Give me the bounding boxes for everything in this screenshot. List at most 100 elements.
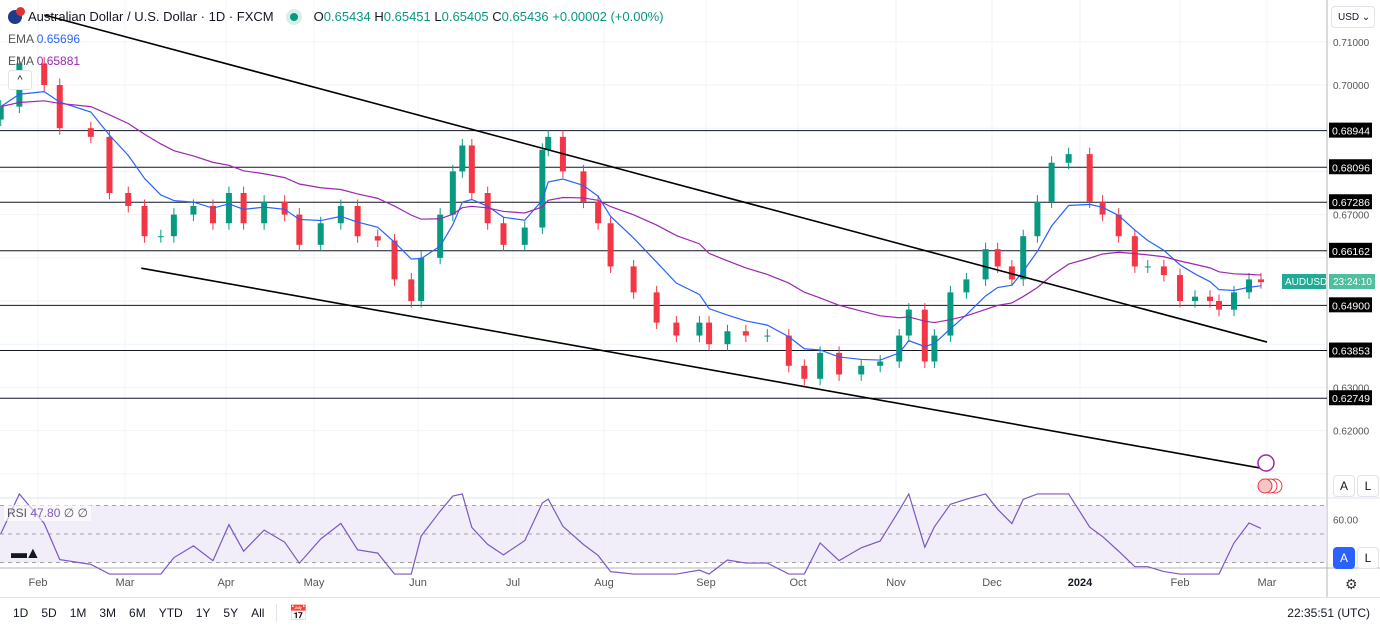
candle-body [836, 352, 843, 375]
level-price-tag [1329, 242, 1372, 258]
candle-body [921, 309, 928, 362]
rsi-auto-scale-button[interactable]: A [1333, 547, 1355, 569]
trend-line [44, 14, 1268, 343]
candle-body [545, 136, 552, 150]
currency-select[interactable]: USD ⌄ [1331, 6, 1375, 28]
price-chart[interactable]: 0.71000 0.70000 0.67000 0.63000 0.62000 Feb Ma… [0, 0, 1380, 597]
range-ytd[interactable]: YTD [158, 606, 183, 620]
range-5y[interactable]: 5Y [223, 606, 239, 620]
candle-body [1246, 279, 1252, 293]
candle [190, 199, 197, 222]
auto-scale-button[interactable]: A [1333, 475, 1355, 497]
candle-body [1207, 296, 1213, 301]
level-price-tag [1329, 390, 1372, 406]
candle [337, 199, 344, 230]
y-tick-label: 0.63000 [1333, 383, 1370, 394]
candle-body [1034, 201, 1041, 237]
candle [281, 195, 288, 222]
ema-slow-legend[interactable]: EMA 0.65881 [8, 54, 81, 68]
candle-body [1008, 266, 1015, 280]
candle-body [1216, 301, 1222, 310]
candle-body [982, 249, 989, 280]
x-tick-label: Mar [1258, 577, 1277, 589]
range-1m[interactable]: 1M [69, 606, 87, 620]
candle [408, 272, 415, 308]
candle-body [391, 240, 398, 280]
candle [858, 359, 865, 381]
candle-body [500, 223, 507, 245]
range-1d[interactable]: 1D [13, 606, 29, 620]
candle [437, 208, 444, 265]
candle [296, 208, 303, 252]
candle [673, 316, 680, 343]
candle-body [817, 352, 824, 379]
aud-usd-flag-icon [8, 6, 25, 24]
candle-body [673, 322, 680, 336]
candle [56, 78, 63, 135]
range-all[interactable]: All [251, 606, 265, 620]
clock[interactable]: 22:35:51 (UTC) [1287, 606, 1370, 620]
candle [449, 164, 456, 222]
candle [607, 216, 614, 273]
range-3m[interactable]: 3M [99, 606, 117, 620]
level-price-label: 0.64900 [1332, 300, 1370, 312]
candle-body [1192, 296, 1198, 301]
settings-icon[interactable]: ⚙ [1345, 576, 1358, 592]
ema-fast-legend[interactable]: EMA 0.65696 [8, 32, 81, 46]
level-price-tag [1329, 297, 1372, 313]
x-tick-label: Mar [116, 577, 135, 589]
candle [240, 186, 247, 230]
candle-body [170, 214, 177, 237]
candle-body [595, 201, 602, 224]
candle-body [1160, 266, 1167, 276]
candle-body [1048, 162, 1055, 202]
range-6m[interactable]: 6M [129, 606, 146, 620]
candle [539, 143, 546, 235]
candle-body [190, 205, 197, 215]
candle [653, 285, 660, 330]
log-scale-button[interactable]: L [1357, 475, 1379, 497]
event-lightning-icon [1257, 454, 1275, 472]
tradingview-logo: ▬▲ [11, 545, 41, 562]
candle-body [1020, 236, 1027, 280]
level-price-label: 0.66162 [1332, 246, 1370, 258]
level-price-tag [1329, 194, 1372, 210]
candle-body [539, 149, 546, 228]
candle-body [785, 335, 792, 366]
candle [817, 346, 824, 386]
range-1y[interactable]: 1Y [195, 606, 211, 620]
x-tick-label: Feb [1171, 577, 1190, 589]
candle-body [125, 193, 132, 206]
level-price-tag [1329, 342, 1372, 358]
ema-slow-line [0, 100, 1262, 324]
candle [724, 324, 731, 351]
candle-body [106, 136, 113, 193]
range-5d[interactable]: 5D [41, 606, 57, 620]
level-price-label: 0.68096 [1332, 162, 1370, 174]
go-to-date-icon[interactable]: 📅 [289, 605, 309, 622]
y-tick-label: 0.62000 [1333, 427, 1370, 438]
candle [742, 324, 749, 343]
x-tick-label: Sep [696, 577, 716, 589]
candle [1207, 290, 1213, 308]
level-price-label: 0.68944 [1332, 126, 1370, 138]
candle-body [261, 201, 268, 224]
collapse-legend-button[interactable]: ^ [8, 70, 32, 90]
y-tick-label: 0.71000 [1333, 38, 1370, 49]
candle [896, 329, 903, 368]
candle-body [408, 279, 415, 301]
rsi-log-scale-button[interactable]: L [1357, 547, 1379, 569]
candle [836, 346, 843, 381]
candle-body [877, 361, 884, 366]
candle [209, 199, 216, 230]
rsi-legend[interactable]: RSI 47.80 ∅ ∅ [4, 505, 91, 521]
candle [1115, 208, 1122, 243]
candle-body [947, 292, 954, 336]
x-tick-label: Aug [594, 577, 614, 589]
candle-body [87, 128, 94, 137]
symbol-title[interactable]: Australian Dollar / U.S. Dollar · 1D · F… [28, 9, 274, 24]
level-price-label: 0.62749 [1332, 393, 1370, 405]
x-tick-label: Jun [409, 577, 427, 589]
candle-body [607, 223, 614, 267]
candle-body [764, 335, 771, 337]
